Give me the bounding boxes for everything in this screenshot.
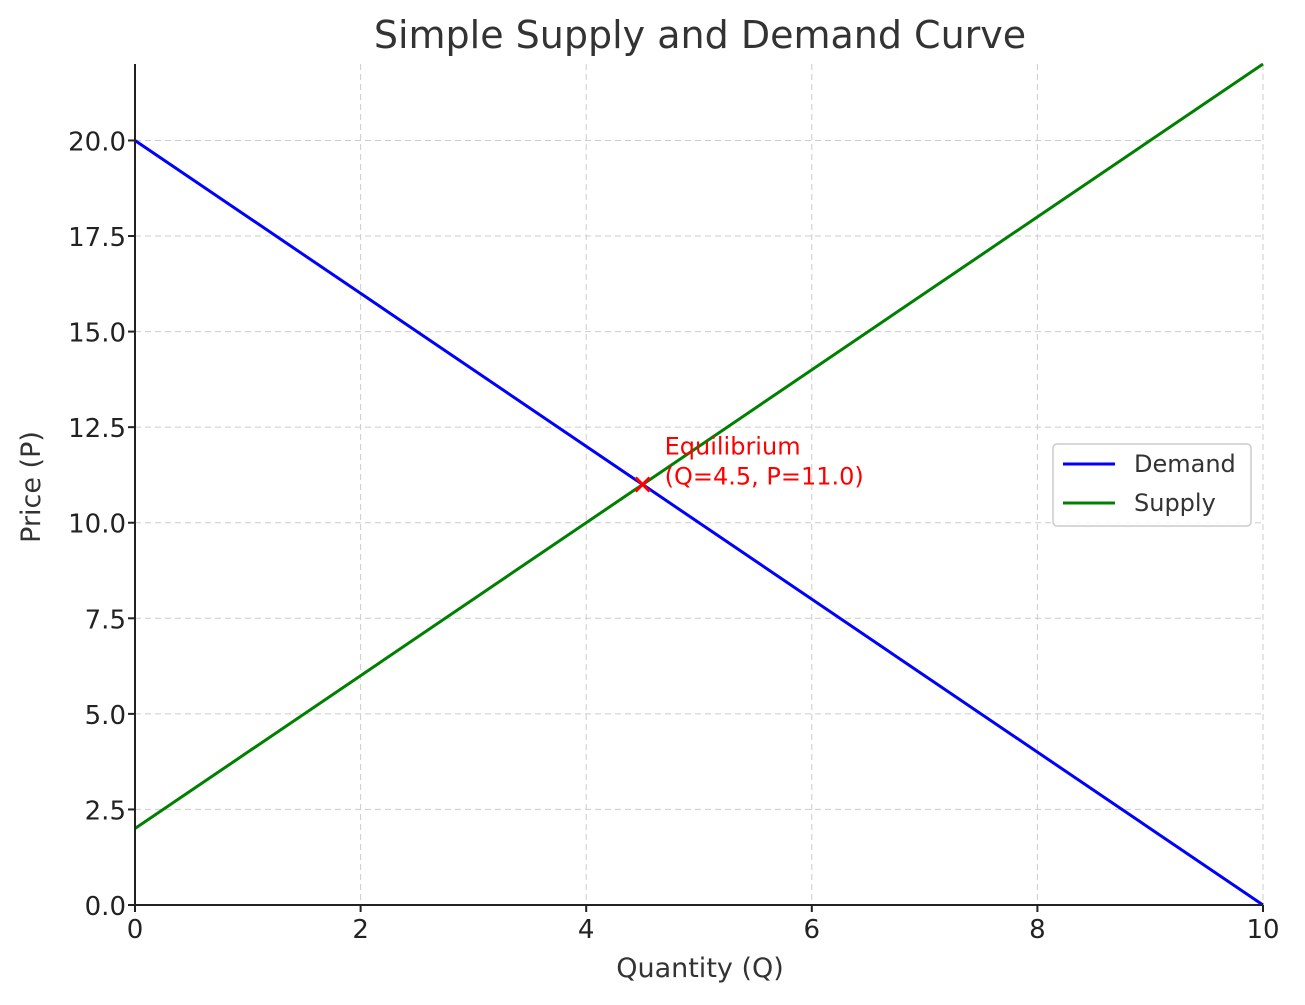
equilibrium-marker-stroke-b [634, 476, 651, 493]
series-line-demand [134, 139, 1264, 907]
y-tick-label-8: 20.0 [68, 127, 126, 157]
series-group [134, 62, 1264, 907]
x-axis-label: Quantity (Q) [616, 953, 784, 984]
y-tick-label-5: 12.5 [68, 414, 126, 444]
y-tick-label-0: 0.0 [85, 892, 126, 922]
x-tick-label-4: 8 [1029, 915, 1046, 945]
y-tick-label-3: 7.5 [85, 605, 126, 635]
y-tick-label-1: 2.5 [85, 796, 126, 826]
x-tick-label-1: 2 [352, 915, 369, 945]
x-tick-label-5: 10 [1246, 915, 1279, 945]
y-tick-label-4: 10.0 [68, 510, 126, 540]
y-tick-label-6: 15.0 [68, 319, 126, 349]
annotations: Equilibrium(Q=4.5, P=11.0) [634, 433, 864, 493]
x-tick-label-2: 4 [578, 915, 595, 945]
legend: Demand Supply [1052, 443, 1252, 527]
y-tick-label-2: 5.0 [85, 701, 126, 731]
series-line-supply [134, 62, 1264, 830]
y-tick-label-7: 17.5 [68, 223, 126, 253]
equilibrium-label-line-1: (Q=4.5, P=11.0) [665, 463, 864, 491]
axes [134, 64, 1263, 906]
ticks: 0 2 4 6 8 10 0.0 2.5 5.0 7.5 10.0 12.5 15.0 17.5 20.0 [68, 127, 1279, 945]
x-tick-label-0: 0 [127, 915, 144, 945]
equilibrium-label-line-0: Equilibrium [665, 433, 801, 461]
chart-title: Simple Supply and Demand Curve [374, 13, 1026, 57]
legend-label-demand: Demand [1134, 450, 1236, 478]
equilibrium-marker [634, 476, 651, 493]
x-tick-label-3: 6 [804, 915, 821, 945]
y-axis-label: Price (P) [16, 431, 47, 543]
legend-label-supply: Supply [1134, 489, 1216, 517]
